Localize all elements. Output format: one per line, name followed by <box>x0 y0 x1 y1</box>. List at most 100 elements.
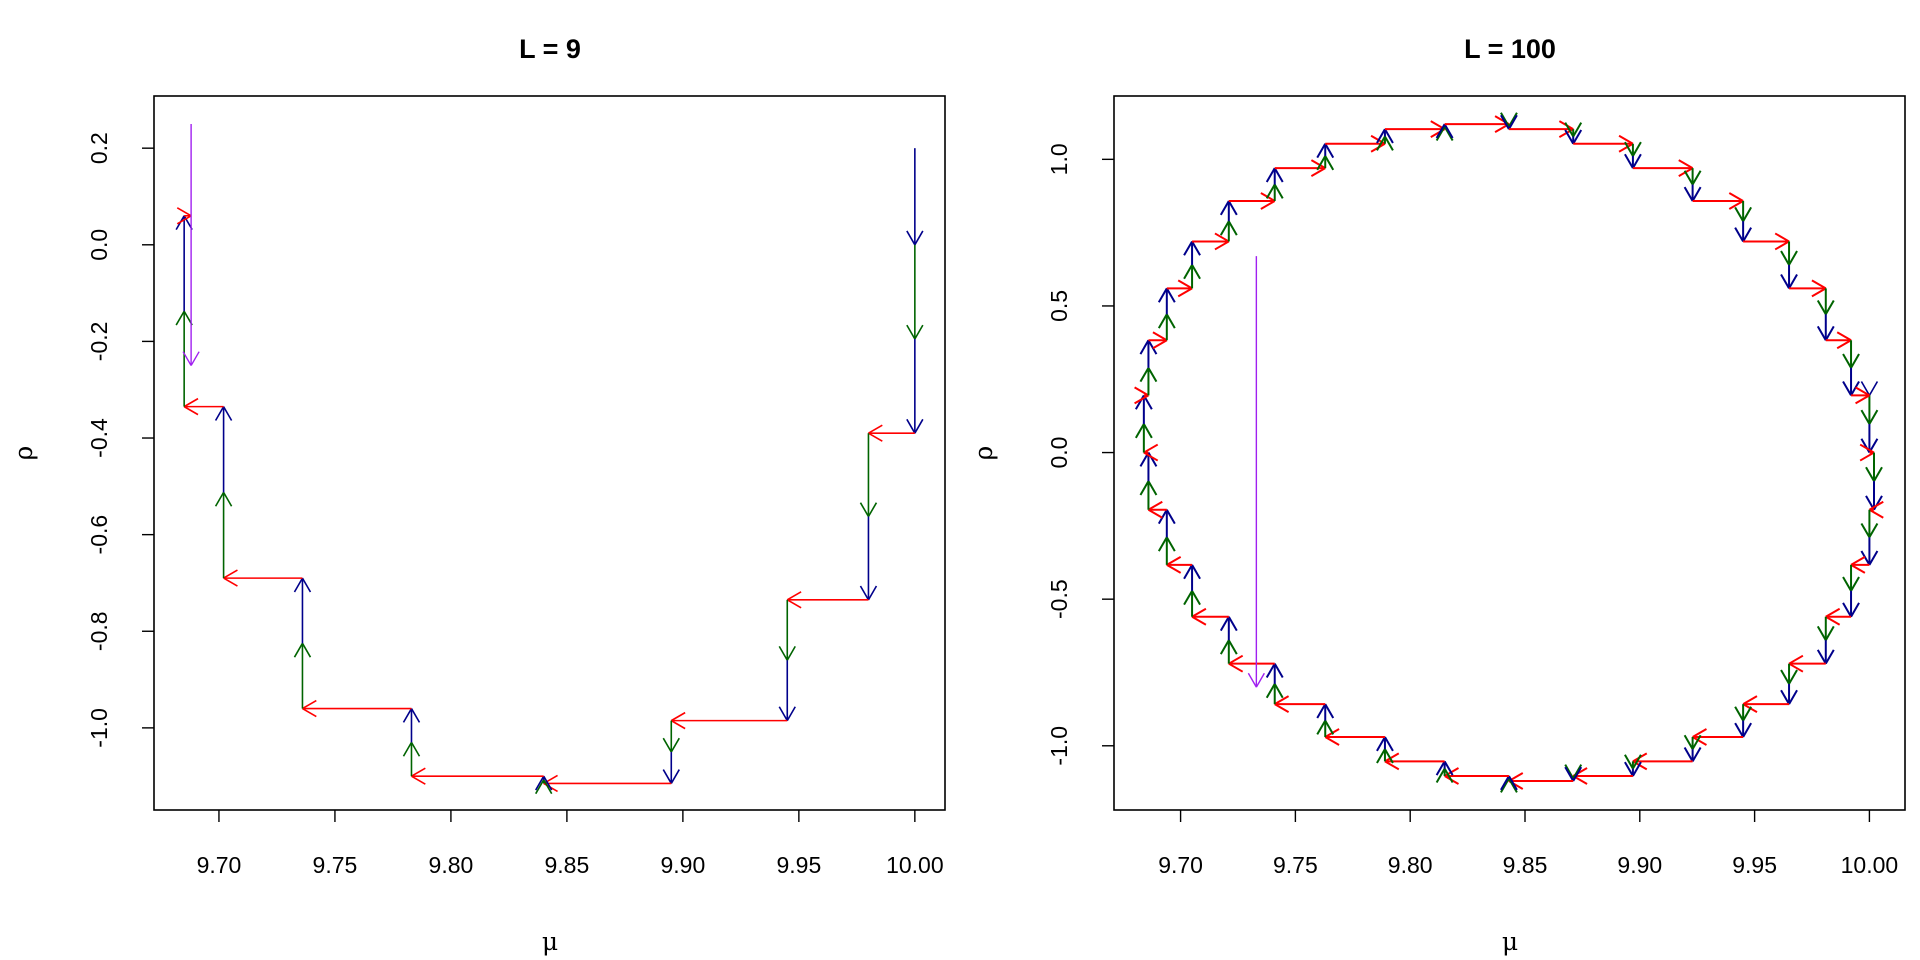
arrow-head <box>786 599 802 609</box>
arrow-head <box>1157 536 1168 552</box>
rho-half-step-arrow <box>1816 288 1835 315</box>
rho-half-step-arrow <box>402 708 421 743</box>
mu-step-arrow <box>183 397 224 416</box>
arrow-head <box>906 324 916 340</box>
mu-step-arrow <box>1384 120 1446 139</box>
arrow-head <box>1435 126 1446 141</box>
rho-half-step-arrow <box>293 577 312 644</box>
arrow-head <box>1618 134 1634 145</box>
arrow-head <box>670 769 680 784</box>
arrow-head <box>1324 703 1335 719</box>
arrow-head <box>914 418 924 434</box>
arrow-head <box>1500 112 1510 128</box>
panel-l9: L = 9 μ ρ 9.70 9.75 9.80 9.85 9.90 9.95 10.00 0… <box>9 34 946 956</box>
rho-half-step-arrow <box>1183 564 1201 591</box>
arrow-head <box>223 577 238 587</box>
x-axis-label: μ <box>542 927 558 956</box>
y-tick-label: -0.2 <box>86 322 112 362</box>
arrow-head <box>786 591 802 601</box>
arrow-head <box>914 324 924 340</box>
arrow-head <box>1564 764 1575 779</box>
arrow-head <box>223 569 238 579</box>
arrow-head <box>1219 639 1230 655</box>
mu-step-arrow <box>543 774 672 793</box>
arrow-head <box>906 230 916 246</box>
arrow-head <box>1855 394 1870 405</box>
mu-step-arrow <box>1788 654 1826 673</box>
arrow-head <box>1265 663 1276 679</box>
rho-half-step-arrow <box>1183 590 1201 617</box>
arrow-head <box>222 491 233 507</box>
mu-step-arrow <box>1228 654 1275 673</box>
arrow-head <box>1692 736 1707 746</box>
rho-half-step-arrow <box>1157 536 1176 565</box>
x-tick-label: 10.00 <box>1841 852 1899 878</box>
arrow-head <box>301 642 312 658</box>
chart-title: L = 100 <box>1464 34 1556 64</box>
rho-half-step-arrow <box>1564 129 1583 145</box>
rho-half-step-arrow <box>1500 777 1518 793</box>
arrow-head <box>1508 112 1518 128</box>
arrow-head <box>1376 128 1386 144</box>
x-tick-label: 9.80 <box>429 852 474 878</box>
arrow-head <box>1868 550 1879 566</box>
arrow-head <box>1780 669 1790 685</box>
mu-step-arrow <box>1148 331 1168 350</box>
arrow-head <box>1632 153 1642 169</box>
arrow-head <box>543 779 553 795</box>
arrow-head <box>670 719 686 730</box>
arrow-head <box>1572 122 1583 137</box>
arrow-head <box>1618 142 1634 153</box>
momentum-flip-arrow <box>1247 256 1265 688</box>
arrow-head <box>1780 250 1790 266</box>
arrow-head <box>1774 240 1790 251</box>
arrow-head <box>1842 353 1852 369</box>
arrow-head <box>1183 264 1193 280</box>
rho-half-step-arrow <box>778 599 796 661</box>
rho-half-step-arrow <box>1134 423 1153 453</box>
arrow-head <box>1508 114 1518 130</box>
arrow-head <box>1227 220 1238 236</box>
rho-half-step-arrow <box>1376 736 1394 752</box>
arrow-head <box>1384 760 1400 771</box>
mu-step-arrow <box>176 207 192 225</box>
plot-frame <box>1113 95 1906 811</box>
rho-half-step-arrow <box>1860 537 1879 566</box>
arrow-head <box>1500 775 1510 791</box>
arrow-head <box>1274 695 1290 706</box>
arrow-head <box>1384 128 1394 144</box>
rho-half-step-arrow <box>906 338 924 434</box>
arrow-head <box>1157 287 1168 303</box>
arrow-head <box>176 207 192 217</box>
mu-step-arrow <box>1444 115 1510 134</box>
arrow-head <box>1384 752 1400 763</box>
arrow-head <box>1273 184 1284 199</box>
arrow-head <box>1191 240 1201 256</box>
y-tick-label: 0.0 <box>86 229 112 261</box>
arrow-head <box>1147 339 1158 355</box>
arrow-head <box>1742 695 1758 706</box>
rho-half-step-arrow <box>1860 509 1879 538</box>
arrow-head <box>1316 720 1327 735</box>
mu-step-arrow <box>302 699 412 718</box>
arrow-head <box>1742 706 1752 722</box>
arrow-head <box>1678 159 1694 169</box>
arrow-head <box>1691 186 1702 202</box>
y-axis-label: ρ <box>969 446 998 461</box>
arrow-head <box>1850 381 1860 396</box>
y-tick-label: -1.0 <box>86 708 112 748</box>
arrow-head <box>190 351 200 366</box>
plot-frame <box>153 95 946 811</box>
arrow-head <box>1376 748 1386 764</box>
arrow-head <box>1228 654 1244 665</box>
rho-half-step-arrow <box>214 406 233 493</box>
arrow-head <box>1508 775 1518 791</box>
y-tick-label: 0.0 <box>1046 437 1072 469</box>
arrow-head <box>1683 170 1694 186</box>
rho-half-step-arrow <box>1435 760 1454 776</box>
arrow-head <box>1624 141 1634 157</box>
rho-half-step-arrow <box>1265 167 1284 185</box>
arrow-head <box>1824 625 1835 641</box>
arrow-head <box>1165 509 1176 525</box>
mu-step-arrow <box>1825 331 1852 350</box>
